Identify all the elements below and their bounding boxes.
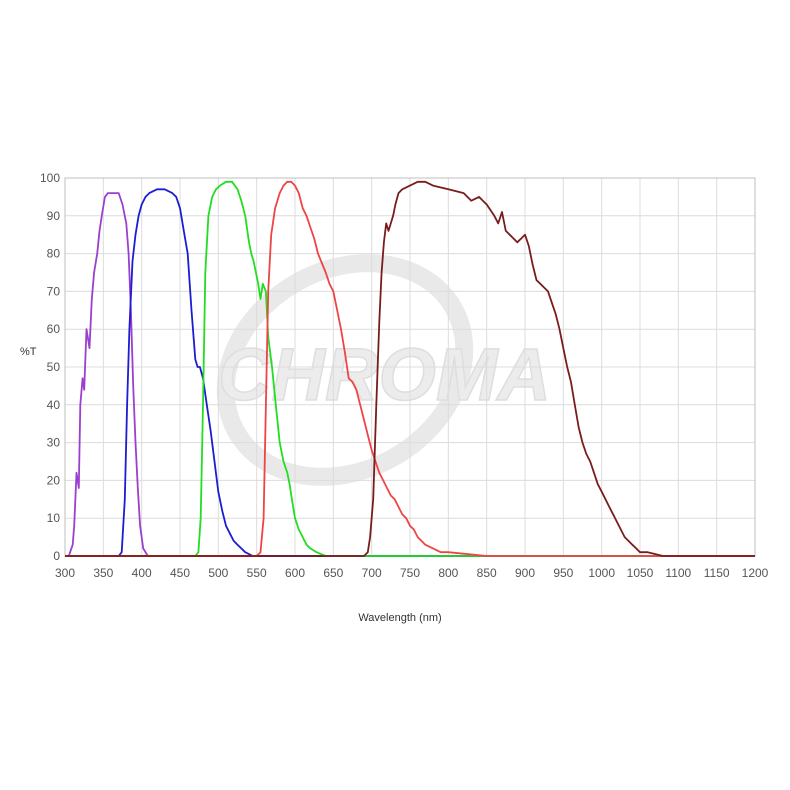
series-line-1 <box>65 192 755 557</box>
y-tick-label: 100 <box>40 171 60 185</box>
x-tick-label: 1150 <box>704 566 730 580</box>
x-tick-label: 1000 <box>588 566 615 580</box>
x-tick-label: 950 <box>553 566 573 580</box>
series-line-5 <box>65 180 755 557</box>
x-tick-label: 1200 <box>742 566 769 580</box>
x-tick-label: 650 <box>323 566 343 580</box>
y-tick-label: 60 <box>47 322 61 336</box>
y-tick-label: 90 <box>47 209 61 223</box>
x-tick-label: 350 <box>93 566 113 580</box>
x-tick-label: 300 <box>55 566 75 580</box>
x-tick-label: 700 <box>362 566 382 580</box>
watermark-text: CHROMA <box>218 333 551 416</box>
x-tick-label: 550 <box>247 566 267 580</box>
chart-ticks: 300 350 400 450 500 550 600 650 700 750 800 850 900 9… <box>40 171 769 580</box>
x-tick-label: 450 <box>170 566 190 580</box>
x-tick-label: 1050 <box>627 566 654 580</box>
chart-grid <box>64 177 756 557</box>
y-tick-label: 80 <box>47 247 61 261</box>
y-tick-label: 20 <box>47 473 61 487</box>
y-tick-label: 30 <box>47 436 61 450</box>
y-tick-label: 0 <box>53 549 60 563</box>
y-axis-title: %T <box>20 346 37 358</box>
x-tick-label: 800 <box>438 566 458 580</box>
x-tick-label: 750 <box>400 566 420 580</box>
x-tick-label: 1100 <box>665 566 691 580</box>
x-tick-label: 500 <box>208 566 228 580</box>
x-tick-label: 400 <box>132 566 152 580</box>
series-line-4 <box>65 180 755 557</box>
chart-series <box>65 180 755 557</box>
x-tick-label: 600 <box>285 566 305 580</box>
x-tick-label: 900 <box>515 566 535 580</box>
x-tick-label: 850 <box>477 566 497 580</box>
y-tick-label: 10 <box>47 511 61 525</box>
y-tick-label: 50 <box>47 360 61 374</box>
watermark: CHROMA <box>216 254 552 486</box>
series-line-3 <box>65 180 755 557</box>
x-axis-title: Wavelength (nm) <box>358 612 441 624</box>
series-line-2 <box>65 188 755 557</box>
y-tick-label: 40 <box>47 398 61 412</box>
y-tick-label: 70 <box>47 284 61 298</box>
